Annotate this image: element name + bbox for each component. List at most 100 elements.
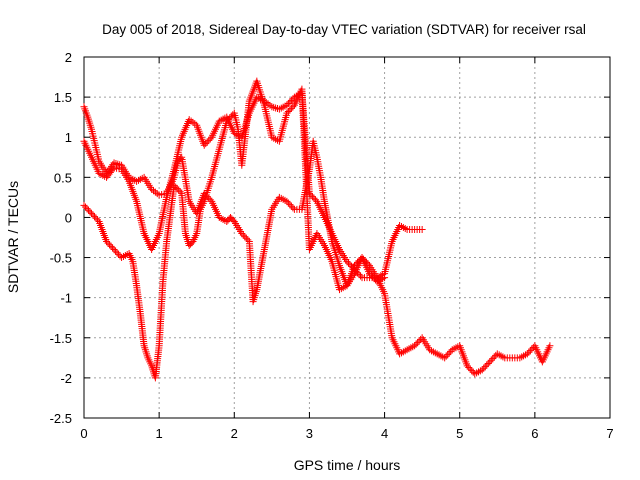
data-point-plus — [107, 242, 115, 250]
data-point-plus — [286, 201, 294, 209]
data-point-plus — [227, 112, 235, 120]
data-point-plus — [115, 250, 123, 258]
series-track-c — [80, 89, 554, 378]
data-point-plus — [486, 358, 494, 366]
y-tick-label: -1 — [60, 291, 72, 306]
data-point-plus — [528, 345, 536, 353]
y-tick-label: -0.5 — [50, 251, 72, 266]
data-point-plus — [411, 342, 419, 350]
x-tick-label: 0 — [80, 426, 87, 441]
data-point-plus — [287, 202, 295, 210]
data-point-plus — [206, 196, 214, 204]
data-point-plus — [349, 264, 357, 272]
data-point-plus — [92, 214, 100, 222]
data-point-plus — [82, 203, 90, 211]
y-tick-label: -2 — [60, 371, 72, 386]
y-tick-label: 1.5 — [54, 90, 72, 105]
data-point-plus — [418, 225, 426, 233]
data-point-plus — [480, 364, 488, 372]
data-point-plus — [412, 340, 420, 348]
data-point-plus — [352, 267, 360, 275]
data-point-plus — [239, 231, 247, 239]
data-point-plus — [442, 352, 450, 360]
data-point-plus — [343, 258, 351, 266]
data-point-plus — [284, 199, 292, 207]
data-point-plus — [307, 191, 315, 199]
data-point-plus — [466, 365, 474, 373]
data-point-plus — [463, 362, 471, 370]
data-point-plus — [481, 363, 489, 371]
x-tick-label: 7 — [606, 426, 613, 441]
data-point-plus — [483, 361, 491, 369]
data-point-plus — [484, 359, 492, 367]
data-point-plus — [489, 355, 497, 363]
data-point-plus — [86, 208, 94, 216]
data-point-plus — [526, 347, 534, 355]
x-tick-label: 3 — [306, 426, 313, 441]
data-point-plus — [200, 141, 208, 149]
data-point-plus — [414, 339, 422, 347]
chart-title: Day 005 of 2018, Sidereal Day-to-day VTE… — [102, 22, 586, 37]
data-point-plus — [283, 197, 291, 205]
data-point-plus — [244, 236, 252, 244]
y-tick-label: 0.5 — [54, 170, 72, 185]
data-point-plus — [103, 238, 111, 246]
data-point-plus — [445, 349, 453, 357]
data-point-plus — [441, 354, 449, 362]
data-point-plus — [284, 108, 292, 116]
data-point-plus — [85, 206, 93, 214]
data-point-plus — [357, 272, 365, 280]
data-point-plus — [173, 185, 181, 193]
data-point-plus — [94, 216, 102, 224]
y-tick-label: 1 — [65, 130, 72, 145]
y-axis-label: SDTVAR / TECUs — [5, 181, 21, 293]
data-point-plus — [346, 261, 354, 269]
x-tick-label: 4 — [381, 426, 388, 441]
data-point-plus — [444, 351, 452, 359]
data-point-plus — [205, 136, 213, 144]
data-point-plus — [175, 186, 183, 194]
data-point-plus — [381, 274, 389, 282]
data-point-plus — [172, 183, 180, 191]
data-point-plus — [109, 244, 117, 252]
data-point-plus — [525, 348, 533, 356]
plot-frame — [83, 56, 611, 419]
data-point-plus — [311, 196, 319, 204]
data-point-plus — [310, 194, 318, 202]
data-point-plus — [109, 165, 117, 173]
grid — [84, 57, 610, 418]
y-tick-label: -2.5 — [50, 411, 72, 426]
data-point-plus — [89, 211, 97, 219]
data-point-plus — [345, 259, 353, 267]
data-point-plus — [241, 233, 249, 241]
x-tick-label: 6 — [531, 426, 538, 441]
data-point-plus — [206, 135, 214, 143]
data-point-plus — [114, 160, 122, 168]
data-point-plus — [88, 209, 96, 217]
data-point-plus — [465, 363, 473, 371]
data-point-plus — [354, 269, 362, 277]
data-point-plus — [478, 366, 486, 374]
data-point-plus — [287, 104, 295, 112]
data-point-plus — [170, 181, 178, 189]
data-point-plus — [287, 96, 295, 104]
y-tick-label: 2 — [65, 50, 72, 65]
data-point-plus — [351, 266, 359, 274]
data-point-plus — [308, 193, 316, 201]
data-points — [80, 77, 554, 382]
data-point-plus — [415, 337, 423, 345]
data-point-plus — [289, 103, 297, 111]
data-point-plus — [305, 189, 313, 197]
data-point-plus — [176, 188, 184, 196]
data-point-plus — [104, 239, 112, 247]
data-point-plus — [283, 109, 291, 117]
data-point-plus — [490, 353, 498, 361]
data-point-plus — [203, 138, 211, 146]
data-point-plus — [523, 350, 531, 358]
data-point-plus — [110, 246, 118, 254]
data-point-plus — [348, 262, 356, 270]
data-point-plus — [355, 270, 363, 278]
axis-ticks: 0 1 2 3 4 5 6 7 2 1.5 1 0.5 0 -0.5 -1 -1.5 -2 -2.5 — [50, 50, 614, 441]
data-point-plus — [83, 205, 91, 213]
